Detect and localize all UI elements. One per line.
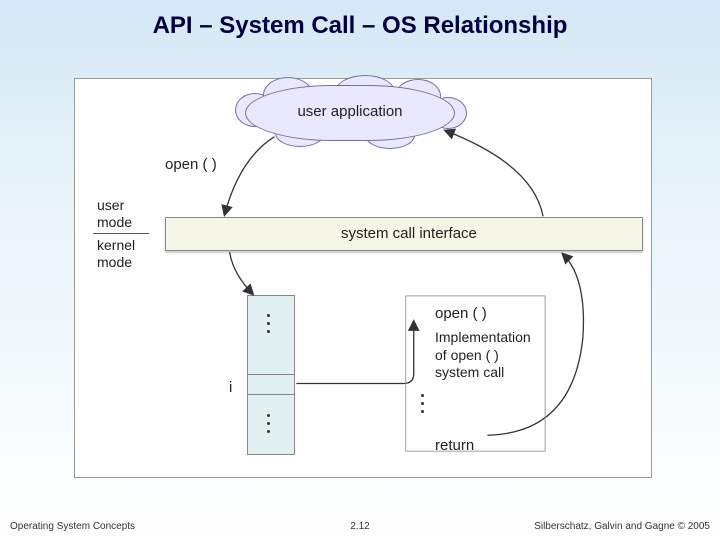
page-title: API – System Call – OS Relationship (0, 12, 720, 40)
open-call-top-label: open ( ) (165, 156, 217, 173)
system-call-interface-label: system call interface (341, 225, 477, 242)
impl-dots (421, 389, 424, 418)
return-label: return (435, 437, 474, 454)
implementation-text: Implementationof open ( )system call (435, 329, 531, 382)
user-application-cloud: user application (245, 85, 455, 141)
index-i-label: i (229, 379, 232, 396)
user-mode-label: usermode (97, 197, 132, 231)
mode-divider (93, 233, 149, 234)
footer-right: Silberschatz, Galvin and Gagne © 2005 (534, 521, 710, 532)
diagram-frame: user application open ( ) usermode kerne… (74, 78, 652, 478)
kernel-mode-label: kernelmode (97, 237, 135, 271)
dots-lower (267, 409, 273, 438)
dots-upper (267, 309, 273, 338)
open-call-right-label: open ( ) (435, 305, 487, 322)
cloud-label: user application (245, 103, 455, 120)
